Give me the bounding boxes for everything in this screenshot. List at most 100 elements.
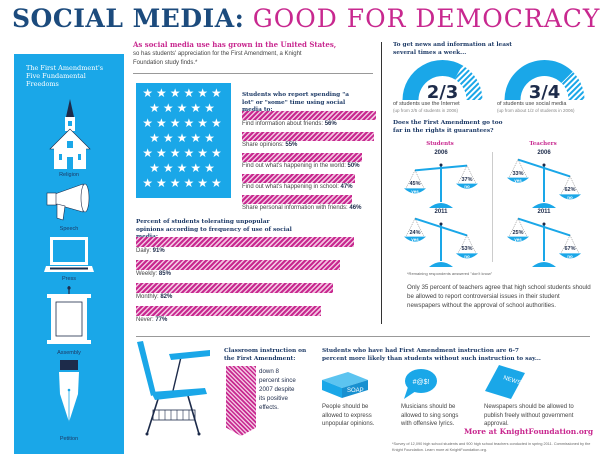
source-footnote: *Survey of 12,090 high school students a… [392, 442, 591, 452]
usage-bar [242, 153, 362, 162]
scale-no-label: no [464, 253, 470, 259]
gauge-remaining-segment [561, 71, 585, 100]
scale-yes-value: 45% [409, 181, 421, 188]
gauge-social: 3/4 [497, 58, 592, 118]
scale-yes-value: 33% [512, 170, 524, 177]
scale-no-label: no [567, 194, 573, 200]
scale-year: 2011 [537, 209, 551, 215]
tolerance-bar [136, 260, 340, 270]
usage-label: Share personal information with friends:… [242, 205, 362, 211]
tolerance-label: Never: 77% [136, 317, 168, 323]
usage-chart: Find information about friends: 56% Share… [242, 111, 377, 231]
instruction-text-1: People should be allowed to express unpo… [322, 404, 375, 427]
bottom-divider [136, 336, 590, 337]
laptop-icon [44, 237, 94, 272]
usage-bar [242, 174, 355, 183]
scale-yes-label: yes [514, 237, 522, 243]
instruction-text-2: Musicians should be allowed to sing song… [401, 404, 459, 427]
usage-heading: Students who report spending "a lot" or … [242, 92, 350, 113]
too-far-footnote: *Remaining respondents answered "don't k… [407, 271, 493, 276]
gauge-internet: 2/3 [395, 58, 490, 118]
stars-flag: ★★★★★★ ★★★★★ ★★★★★★ ★★★★★ ★★★★★★ ★★★★★ ★★★★★★ [136, 83, 231, 198]
freedom-label-assembly: Assembly [57, 350, 81, 356]
scale-no-value: 53% [461, 246, 473, 253]
balance-scale-icon [507, 158, 581, 208]
soapbox-label: SOAP [347, 388, 364, 394]
scale-year: 2006 [537, 150, 551, 156]
too-far-heading: Does the First Amendment go too far in t… [393, 120, 503, 134]
podium-icon [47, 286, 91, 344]
tolerance-value: 77% [155, 317, 168, 323]
gauge-social-arc [504, 60, 585, 100]
tolerance-label: Monthly: 82% [136, 294, 173, 300]
gauge-social-sub: (up from about 1/2 of students in 2006) [497, 108, 575, 113]
tolerance-label: Weekly: 85% [136, 271, 171, 277]
newspaper-icon: NEWS [485, 365, 525, 399]
scale-no-value: 67% [564, 246, 576, 253]
gauge-filled-segment [402, 59, 463, 100]
tolerance-chart: Daily: 91% Weekly: 85% Monthly: 82% Never: … [136, 237, 376, 327]
gauge-social-caption: of students use social media [497, 101, 567, 107]
gauge-internet-caption: of students use the Internet [393, 101, 460, 107]
page-title: SOCIAL MEDIA: GOOD FOR DEMOCRACY? [12, 4, 600, 33]
instruction-text-3: Newspapers should be allowed to publish … [484, 404, 574, 427]
intro-headline: As social media use has grown in the Uni… [133, 40, 337, 49]
usage-value: 46% [349, 205, 362, 211]
down-arrow-icon [226, 366, 256, 436]
speech-bubble-icon: #@$! [404, 369, 437, 399]
title-part-2: GOOD FOR DEMOCRACY? [252, 4, 600, 33]
gauge-internet-sub: (up from 2/5 of students in 2006) [393, 108, 459, 113]
tolerance-bar [136, 283, 333, 293]
balance-scale-teachers-2006: 2006 33% yes 62% no [506, 150, 582, 210]
usage-bar [242, 111, 377, 120]
usage-label: Share opinions: 55% [242, 142, 298, 148]
scale-yes-label: yes [411, 237, 419, 243]
scale-no-value: 37% [461, 176, 473, 183]
balance-scale-icon [404, 163, 478, 208]
freedom-label-religion: Religion [59, 172, 79, 178]
school-desk-chair-icon [137, 341, 210, 436]
more-info-link[interactable]: More at KnightFoundation.org [464, 427, 594, 436]
scales-divider [492, 152, 493, 262]
usage-label: Find information about friends: 56% [242, 121, 337, 127]
tolerance-value: 91% [152, 248, 165, 254]
freedoms-panel: The First Amendment's Five Fundamental F… [14, 54, 124, 454]
scale-yes-value: 25% [512, 229, 524, 236]
instruction-heading: Students who have had First Amendment in… [322, 348, 541, 362]
star-icon: ★★★★★★ ★★★★★ ★★★★★★ ★★★★★ ★★★★★★ ★★★★★ ★★★★★★ [142, 86, 225, 190]
usage-value: 56% [324, 121, 337, 127]
group-label-students: Students [426, 141, 454, 147]
usage-label: Find out what's happening in school: 47% [242, 184, 353, 190]
balance-scale-icon [507, 217, 581, 267]
usage-bar [242, 132, 374, 141]
scale-year: 2011 [434, 209, 448, 215]
balance-scale-students-2011: 2011 24% yes 53% no [403, 209, 479, 269]
usage-value: 55% [285, 142, 298, 148]
scale-year: 2006 [434, 150, 448, 156]
tolerance-bar [136, 306, 321, 316]
intro-subline: so has students' appreciation for the Fi… [133, 51, 302, 66]
scale-yes-value: 24% [409, 229, 421, 236]
usage-value: 47% [340, 184, 353, 190]
freedom-label-petition: Petition [59, 436, 79, 442]
balance-scale-teachers-2011: 2011 25% yes 67% no [506, 209, 582, 269]
classroom-heading: Classroom instruction on the First Amend… [224, 348, 307, 362]
too-far-note: Only 35 percent of teachers agree that h… [407, 284, 591, 309]
freedom-label-speech: Speech [59, 226, 79, 232]
usage-label: Find out what's happening in the world: … [242, 163, 360, 169]
gauge-internet-arc [402, 59, 483, 100]
title-part-1: SOCIAL MEDIA: [12, 4, 245, 33]
scale-yes-label: yes [514, 178, 522, 184]
gauge-social-fraction: 3/4 [528, 82, 561, 103]
column-divider [381, 42, 382, 324]
tolerance-label: Daily: 91% [136, 248, 165, 254]
news-heading: To get news and information at least sev… [393, 42, 512, 56]
freedom-label-press: Press [61, 276, 77, 282]
tolerance-value: 85% [158, 271, 171, 277]
soapbox-icon: SOAP [322, 372, 368, 398]
church-icon [49, 99, 91, 169]
balance-scale-students-2006: 2006 45% yes 37% no [403, 150, 479, 210]
gauge-remaining-segment [454, 65, 483, 100]
usage-value: 50% [347, 163, 360, 169]
tolerance-bar [136, 237, 355, 247]
